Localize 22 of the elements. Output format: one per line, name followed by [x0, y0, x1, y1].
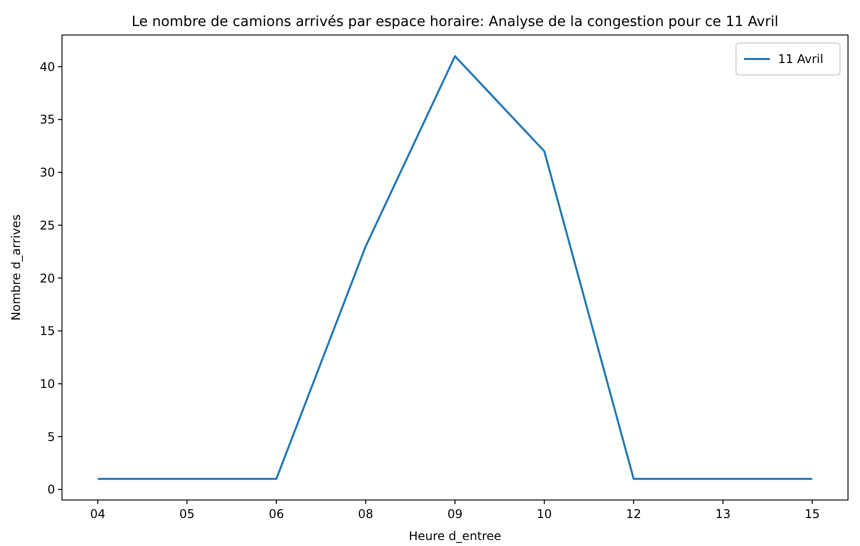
x-tick-label: 04: [90, 507, 106, 521]
x-tick-label: 13: [715, 507, 731, 521]
x-tick-label: 05: [179, 507, 195, 521]
x-tick-label: 06: [268, 507, 284, 521]
x-tick-label: 09: [447, 507, 463, 521]
x-axis-title: Heure d_entree: [408, 529, 502, 543]
y-tick-label: 0: [47, 482, 55, 497]
x-tick-label: 08: [358, 507, 374, 521]
y-tick-label: 10: [40, 376, 55, 391]
y-tick-label: 35: [40, 112, 55, 127]
x-tick-label: 10: [536, 507, 552, 521]
x-tick-label: 15: [804, 507, 820, 521]
y-tick-label: 40: [40, 60, 55, 74]
y-tick-label: 20: [40, 271, 55, 286]
y-tick-label: 30: [40, 166, 55, 180]
x-tick-label: 12: [626, 507, 642, 521]
y-tick-label: 5: [47, 430, 55, 444]
y-tick-label: 15: [40, 324, 55, 338]
y-axis-title: Nombre d_arrives: [9, 214, 23, 321]
legend-label: 11 Avril: [778, 52, 824, 66]
chart-title: Le nombre de camions arrivés par espace horaire: Analyse de la congestion pour ce 11 Avril: [132, 14, 778, 30]
y-tick-label: 25: [40, 218, 55, 232]
